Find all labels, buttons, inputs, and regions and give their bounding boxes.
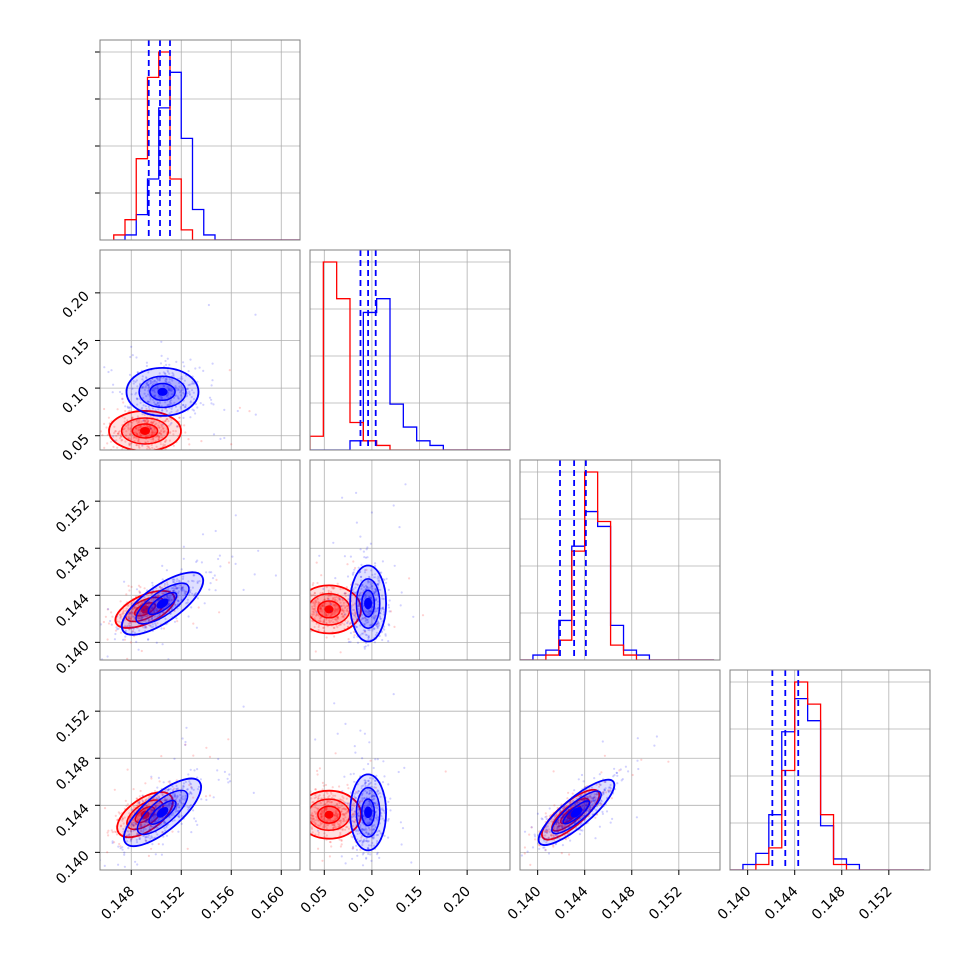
x-tick-label-p1-0: 0.05 [298, 884, 331, 917]
panel-3-2 [520, 670, 720, 870]
panel-1-1 [310, 250, 510, 450]
contour-core-blue [570, 807, 583, 818]
panel-border-2-1 [309, 459, 511, 661]
hist-red-p3 [730, 681, 925, 870]
x-tick-label-p0-2: 0.156 [198, 883, 238, 923]
y-tick-label-p1-0: 0.05 [59, 431, 92, 464]
y-tick-label-p2-3: 0.152 [53, 497, 93, 537]
y-tick-label-p1-3: 0.20 [59, 288, 92, 321]
y-tick-label-p3-1: 0.144 [53, 801, 93, 841]
y-tick-label-p2-2: 0.148 [53, 544, 93, 584]
x-tick-label-p3-0: 0.140 [715, 884, 755, 924]
hist-blue-p0 [113, 71, 300, 240]
contour-core-red [140, 605, 150, 614]
x-tick-label-p0-3: 0.160 [248, 884, 288, 924]
contour-core-red [139, 426, 151, 435]
x-tick-label-p2-3: 0.152 [646, 884, 686, 924]
x-tick-label-p1-1: 0.10 [345, 884, 378, 917]
y-tick-label-p3-2: 0.148 [53, 754, 93, 794]
contour-core-red [324, 810, 334, 819]
x-tick-label-p2-0: 0.140 [505, 884, 545, 924]
x-tick-label-p1-3: 0.20 [441, 884, 474, 917]
hist-blue-p2 [520, 510, 715, 660]
contour-core-blue [364, 806, 373, 819]
panel-2-0 [100, 460, 300, 660]
hist-red-p0 [113, 51, 300, 240]
contour-red-0 [310, 789, 362, 840]
x-tick-label-p0-0: 0.148 [98, 884, 138, 924]
panel-border-1-0 [99, 249, 301, 451]
x-tick-label-p2-1: 0.144 [552, 883, 592, 923]
x-tick-label-p0-1: 0.152 [148, 884, 188, 924]
panel-border-1-1 [309, 249, 511, 451]
contour-core-red [324, 605, 334, 614]
panel-3-0 [100, 670, 300, 870]
panel-2-1 [310, 460, 510, 660]
hist-blue-p1 [310, 298, 510, 450]
panel-border-0-0 [99, 39, 301, 241]
panel-border-3-0 [99, 669, 301, 871]
contour-core-blue [364, 597, 373, 610]
y-tick-label-p2-1: 0.144 [53, 591, 93, 631]
y-tick-label-p3-3: 0.152 [53, 707, 93, 747]
scatter-1-0 [100, 303, 257, 450]
contour-red-0 [310, 584, 362, 635]
panel-border-3-1 [309, 669, 511, 871]
x-tick-label-p2-2: 0.148 [599, 884, 639, 924]
panel-1-0 [100, 250, 300, 450]
scatter-2-0 [100, 514, 277, 660]
panel-border-3-3 [729, 669, 931, 871]
scatter-3-2 [520, 735, 670, 867]
panel-2-2 [520, 460, 720, 660]
contour-core-blue [157, 387, 168, 396]
scatter-2-1 [310, 483, 425, 654]
panel-border-3-2 [519, 669, 721, 871]
hist-red-p2 [520, 471, 715, 660]
contour-core-blue [156, 807, 169, 818]
panel-3-1 [310, 670, 510, 870]
y-tick-label-p1-2: 0.15 [59, 336, 92, 369]
x-tick-label-p3-1: 0.144 [762, 883, 802, 923]
scatter-3-1 [310, 693, 447, 870]
y-tick-label-p1-1: 0.10 [59, 384, 92, 417]
x-tick-label-p3-3: 0.152 [856, 884, 896, 924]
x-tick-label-p1-2: 0.15 [393, 884, 426, 917]
hist-red-p1 [310, 261, 510, 450]
x-tick-label-p3-2: 0.148 [809, 884, 849, 924]
contour-core-blue [156, 598, 169, 609]
y-tick-label-p3-0: 0.140 [53, 848, 93, 888]
panel-0-0 [100, 40, 300, 240]
y-tick-label-p2-0: 0.140 [53, 638, 93, 678]
hist-blue-p3 [730, 697, 925, 870]
panel-border-2-2 [519, 459, 721, 661]
panel-border-2-0 [99, 459, 301, 661]
scatter-3-0 [100, 705, 255, 870]
panel-3-3 [730, 670, 930, 870]
